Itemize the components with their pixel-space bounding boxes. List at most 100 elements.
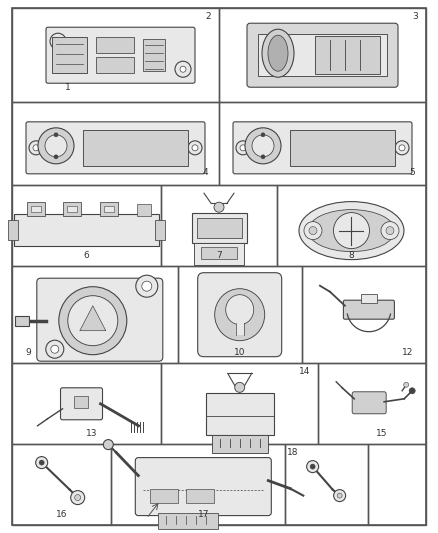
Bar bbox=[67, 206, 77, 212]
Circle shape bbox=[59, 287, 127, 354]
Circle shape bbox=[304, 222, 322, 240]
Circle shape bbox=[333, 213, 370, 248]
Text: 6: 6 bbox=[84, 251, 89, 260]
Bar bbox=[236, 322, 244, 335]
Text: 3: 3 bbox=[412, 12, 418, 21]
Polygon shape bbox=[80, 306, 106, 330]
Circle shape bbox=[395, 141, 409, 155]
Ellipse shape bbox=[226, 295, 254, 325]
Ellipse shape bbox=[299, 201, 404, 260]
Bar bbox=[12, 185, 161, 266]
Bar bbox=[191, 213, 247, 243]
Circle shape bbox=[50, 33, 66, 49]
Circle shape bbox=[261, 155, 265, 159]
Circle shape bbox=[54, 133, 58, 137]
Circle shape bbox=[51, 345, 59, 353]
FancyBboxPatch shape bbox=[198, 273, 282, 357]
Bar bbox=[27, 201, 45, 216]
Bar bbox=[15, 316, 29, 326]
Bar bbox=[277, 185, 426, 266]
Circle shape bbox=[68, 296, 118, 346]
FancyBboxPatch shape bbox=[352, 392, 386, 414]
FancyBboxPatch shape bbox=[247, 23, 398, 87]
Circle shape bbox=[334, 490, 346, 502]
FancyBboxPatch shape bbox=[233, 122, 412, 174]
Text: 10: 10 bbox=[234, 349, 245, 358]
Bar bbox=[155, 220, 165, 240]
Bar bbox=[206, 393, 274, 435]
Bar bbox=[143, 39, 165, 71]
Bar bbox=[197, 218, 241, 238]
Bar bbox=[194, 243, 244, 265]
Circle shape bbox=[45, 135, 67, 157]
Circle shape bbox=[235, 382, 245, 392]
Bar bbox=[219, 8, 426, 102]
Circle shape bbox=[142, 281, 152, 291]
Text: 15: 15 bbox=[376, 429, 388, 438]
Circle shape bbox=[240, 145, 246, 151]
Bar bbox=[12, 266, 177, 364]
Circle shape bbox=[38, 128, 74, 164]
Circle shape bbox=[35, 457, 48, 469]
Circle shape bbox=[214, 202, 224, 212]
Text: 13: 13 bbox=[86, 429, 97, 438]
Bar bbox=[137, 204, 151, 216]
Text: 4: 4 bbox=[202, 168, 208, 177]
Circle shape bbox=[39, 460, 44, 465]
Bar bbox=[12, 364, 161, 444]
Bar bbox=[74, 396, 88, 408]
FancyBboxPatch shape bbox=[60, 388, 102, 420]
Circle shape bbox=[103, 440, 113, 450]
FancyBboxPatch shape bbox=[37, 278, 163, 361]
Circle shape bbox=[245, 128, 281, 164]
Bar bbox=[12, 102, 219, 185]
Bar bbox=[158, 513, 218, 529]
Bar bbox=[290, 130, 395, 166]
Circle shape bbox=[310, 464, 315, 469]
Bar bbox=[361, 294, 377, 303]
Bar bbox=[161, 364, 318, 444]
Circle shape bbox=[71, 490, 85, 505]
Bar bbox=[83, 130, 188, 166]
Circle shape bbox=[55, 38, 61, 44]
Ellipse shape bbox=[262, 29, 294, 77]
Bar bbox=[318, 364, 426, 444]
Bar bbox=[258, 34, 387, 76]
Bar bbox=[96, 37, 134, 53]
Text: 2: 2 bbox=[205, 12, 211, 21]
Bar bbox=[52, 37, 87, 73]
Bar bbox=[161, 185, 277, 266]
Text: 16: 16 bbox=[56, 510, 67, 519]
Bar bbox=[186, 489, 214, 503]
Bar bbox=[177, 266, 302, 364]
Text: 18: 18 bbox=[287, 448, 299, 457]
Circle shape bbox=[188, 141, 202, 155]
Text: 5: 5 bbox=[409, 168, 415, 177]
Bar bbox=[8, 220, 18, 240]
FancyBboxPatch shape bbox=[135, 458, 271, 515]
FancyBboxPatch shape bbox=[343, 300, 394, 319]
Bar bbox=[315, 36, 380, 74]
Circle shape bbox=[192, 145, 198, 151]
Bar bbox=[12, 444, 111, 525]
Circle shape bbox=[309, 227, 317, 235]
Circle shape bbox=[75, 495, 81, 500]
Circle shape bbox=[261, 133, 265, 137]
Circle shape bbox=[252, 135, 274, 157]
Bar bbox=[212, 435, 268, 454]
Text: 14: 14 bbox=[299, 367, 310, 376]
Text: 7: 7 bbox=[216, 251, 222, 260]
Circle shape bbox=[404, 382, 409, 387]
Circle shape bbox=[175, 61, 191, 77]
Ellipse shape bbox=[308, 209, 395, 252]
Circle shape bbox=[236, 141, 250, 155]
Bar bbox=[14, 214, 159, 246]
Bar bbox=[100, 201, 118, 216]
Text: 1: 1 bbox=[65, 84, 71, 92]
Bar bbox=[368, 444, 426, 525]
Circle shape bbox=[386, 227, 394, 235]
Ellipse shape bbox=[268, 35, 288, 71]
Circle shape bbox=[33, 145, 39, 151]
Bar bbox=[150, 489, 178, 503]
Circle shape bbox=[337, 493, 342, 498]
